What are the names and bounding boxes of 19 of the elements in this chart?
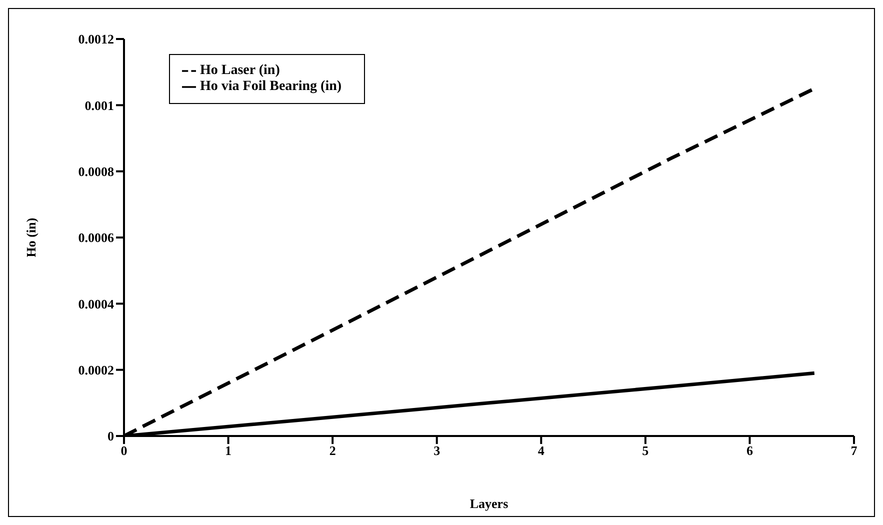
y-tick-label: 0.0008 [78,164,114,179]
x-tick-label: 0 [120,443,128,458]
x-tick-label: 1 [225,443,232,458]
x-tick-label: 5 [642,443,650,458]
y-tick-label: 0 [108,428,114,444]
y-tick-label: 0.001 [84,98,114,113]
x-tick-label: 7 [850,443,858,458]
x-tick-label: 6 [746,443,754,458]
y-tick-label: 0.0004 [78,296,114,312]
x-axis-title: Layers [470,496,508,511]
x-tick-label: 4 [538,443,545,458]
x-tick-label: 2 [329,443,336,458]
x-tick-label: 3 [434,443,441,458]
y-tick-label: 0.0002 [78,362,114,378]
y-tick-label: 0.0012 [78,32,114,47]
legend-label: Ho via Foil Bearing (in) [200,79,342,94]
y-tick-label: 0.0006 [78,230,114,246]
legend-label: Ho Laser (in) [200,63,280,78]
y-axis-title: Ho (in) [24,218,39,258]
